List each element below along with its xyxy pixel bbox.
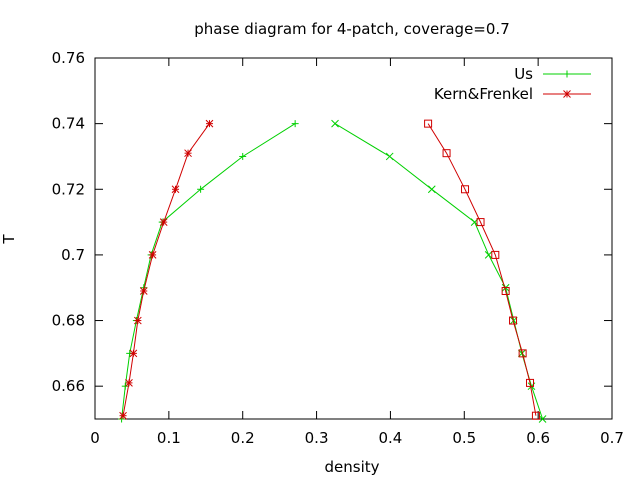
legend-label: Us: [514, 65, 533, 83]
x-tick-label: 0.7: [600, 429, 624, 447]
data-point-square: [442, 149, 451, 158]
data-point-square-box: [461, 185, 470, 194]
data-point-square: [491, 250, 500, 259]
x-tick-label: 0.5: [452, 429, 476, 447]
data-point-cross: [427, 185, 436, 194]
data-point-square-box: [531, 411, 540, 420]
data-point-square-box: [526, 378, 535, 387]
data-point-cross: [331, 119, 339, 128]
y-tick-label: 0.72: [52, 180, 85, 198]
data-point-star: [148, 251, 157, 259]
x-tick-label: 0.4: [378, 429, 402, 447]
data-point-cross-stroke: [484, 251, 493, 259]
plot-frame: [94, 57, 613, 420]
data-point-star-stroke: [119, 411, 127, 420]
data-point-square-box: [476, 218, 485, 227]
legend-marker: [563, 70, 571, 78]
data-point-square-box: [424, 119, 433, 128]
data-point-star-stroke: [159, 218, 168, 226]
data-point-square-box: [442, 149, 451, 158]
y-axis-label: T: [0, 234, 18, 245]
legend-entry: Us: [514, 65, 591, 83]
data-point-star-stroke: [129, 349, 138, 358]
data-point-square: [531, 411, 540, 420]
data-point-square: [518, 349, 527, 358]
series-line: [427, 123, 537, 416]
data-point-star: [139, 287, 148, 295]
legend-marker: [563, 90, 571, 98]
data-point-square: [461, 185, 470, 194]
data-point-square: [501, 287, 510, 296]
data-point-star: [171, 185, 180, 194]
data-point-cross-stroke: [385, 152, 394, 161]
series-0: [118, 119, 547, 423]
series-line: [334, 123, 544, 420]
data-point-cross: [484, 251, 493, 259]
x-tick-label: 0.3: [305, 429, 329, 447]
data-point-star: [129, 349, 138, 358]
series-1: [119, 119, 540, 420]
legend-entry: Kern&Frenkel: [434, 85, 591, 103]
data-point-plus: [291, 120, 299, 128]
data-point-square: [476, 218, 485, 227]
data-point-cross: [538, 415, 547, 423]
data-point-square-box: [501, 287, 510, 296]
data-point-square-box: [509, 316, 518, 325]
legend-marker-stroke: [563, 90, 571, 98]
data-point-star: [159, 218, 168, 226]
data-point-star-stroke: [148, 251, 157, 259]
data-point-star: [133, 316, 142, 325]
legend: Us Kern&Frenkel: [434, 65, 591, 103]
data-point-square-box: [491, 250, 500, 259]
y-tick-label: 0.7: [61, 246, 85, 264]
x-tick-label: 0.6: [526, 429, 550, 447]
x-axis-label: density: [325, 458, 380, 476]
data-point-square-box: [518, 349, 527, 358]
series-layer: [118, 119, 547, 423]
data-point-star: [184, 149, 192, 158]
data-point-plus: [197, 185, 205, 193]
data-point-square: [526, 378, 535, 387]
axes: 0 0.1 0.2 0.3 0.4 0.5 0.6 0.7 0.66 0.68 0.7 0.72 0.7…: [52, 49, 624, 447]
data-point-star-stroke: [205, 119, 214, 128]
data-point-square: [509, 316, 518, 325]
x-tick-label: 0.1: [157, 429, 181, 447]
series-line: [122, 123, 210, 416]
y-tick-label: 0.66: [52, 377, 85, 395]
chart-title: phase diagram for 4-patch, coverage=0.7: [194, 20, 509, 38]
data-point-star-stroke: [171, 185, 180, 194]
data-point-star-stroke: [125, 379, 133, 387]
data-point-cross-stroke: [331, 119, 339, 128]
x-tick-label: 0.2: [231, 429, 255, 447]
data-point-square: [424, 119, 433, 128]
data-point-cross-stroke: [427, 185, 436, 194]
y-tick-label: 0.76: [52, 49, 85, 67]
data-point-star: [125, 379, 133, 387]
data-point-star-stroke: [184, 149, 192, 158]
x-tick-label: 0: [90, 429, 100, 447]
data-point-star-stroke: [133, 316, 142, 325]
data-point-cross: [385, 152, 394, 161]
data-point-plus: [239, 152, 247, 160]
series-line: [121, 123, 296, 420]
y-tick-label: 0.68: [52, 312, 85, 330]
y-tick-label: 0.74: [52, 115, 85, 133]
data-point-star-stroke: [139, 287, 148, 295]
data-point-star: [205, 119, 214, 128]
data-point-cross-stroke: [538, 415, 547, 423]
data-point-star: [119, 411, 127, 420]
legend-label: Kern&Frenkel: [434, 85, 533, 103]
